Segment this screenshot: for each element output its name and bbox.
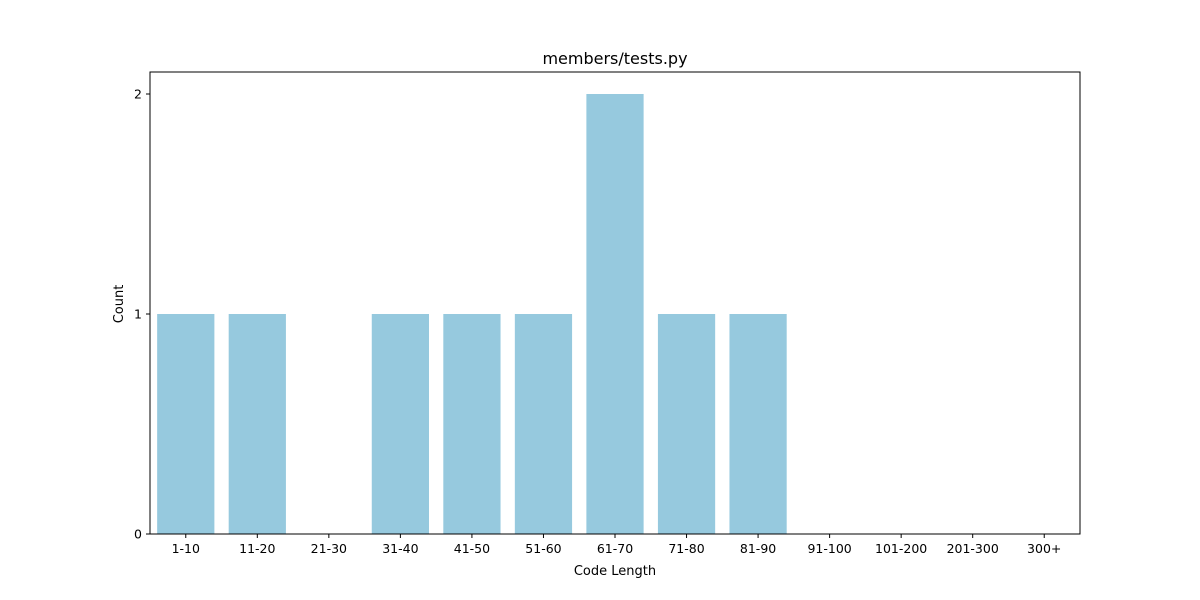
x-tick-label: 31-40 bbox=[382, 541, 418, 556]
x-axis-ticks: 1-10 11-20 21-30 31-40 41-50 51-60 61-70 71-80 8… bbox=[172, 534, 1061, 556]
bar-81-90 bbox=[729, 314, 787, 534]
x-tick-label: 11-20 bbox=[239, 541, 275, 556]
x-tick-label: 101-200 bbox=[875, 541, 927, 556]
bar-51-60 bbox=[514, 314, 573, 534]
chart-title: members/tests.py bbox=[542, 49, 687, 68]
bar-41-50 bbox=[443, 314, 501, 534]
y-axis-ticks: 0 1 2 bbox=[134, 87, 150, 542]
x-tick-label: 51-60 bbox=[525, 541, 561, 556]
x-tick-label: 1-10 bbox=[172, 541, 200, 556]
x-tick-label: 91-100 bbox=[807, 541, 851, 556]
x-tick-label: 71-80 bbox=[668, 541, 704, 556]
bar-71-80 bbox=[657, 314, 716, 534]
x-tick-label: 21-30 bbox=[311, 541, 347, 556]
plot-area-frame bbox=[149, 71, 1081, 535]
y-tick-label: 1 bbox=[134, 307, 142, 322]
x-tick-label: 41-50 bbox=[454, 541, 490, 556]
bars-group bbox=[157, 94, 787, 534]
bar-11-20 bbox=[228, 314, 286, 534]
x-tick-label: 81-90 bbox=[740, 541, 776, 556]
x-tick-label: 300+ bbox=[1027, 541, 1061, 556]
y-axis-label: Count bbox=[112, 285, 127, 324]
x-tick-label: 201-300 bbox=[947, 541, 999, 556]
bar-61-70 bbox=[586, 94, 644, 534]
bar-31-40 bbox=[371, 314, 429, 534]
x-axis-label: Code Length bbox=[574, 564, 656, 579]
y-tick-label: 2 bbox=[134, 87, 142, 102]
y-tick-label: 0 bbox=[134, 527, 142, 542]
bar-1-10 bbox=[157, 314, 215, 534]
x-tick-label: 61-70 bbox=[597, 541, 633, 556]
